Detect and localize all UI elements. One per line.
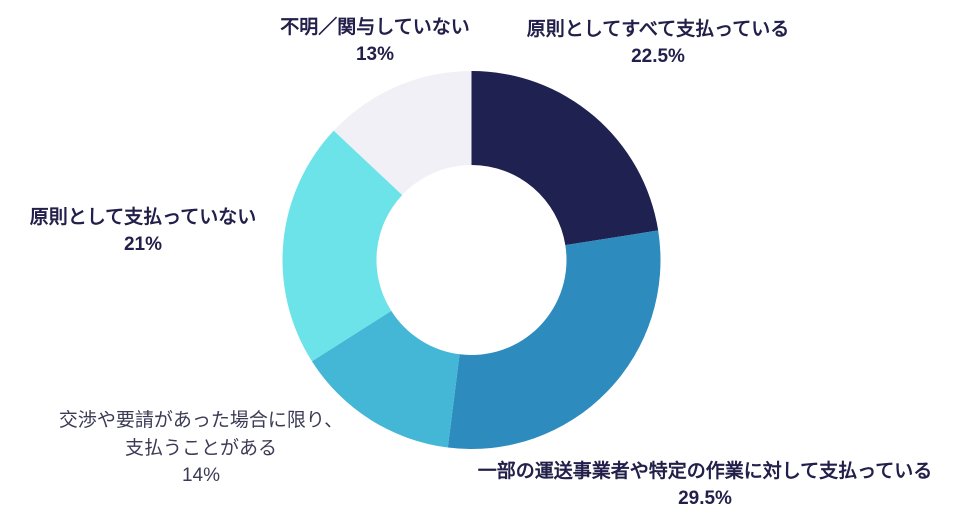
- donut-slice-2: [311, 310, 460, 448]
- label-partial-pay: 一部の運送事業者や特定の作業に対して支払っている 29.5%: [444, 458, 966, 512]
- donut-slice-3: [282, 130, 403, 362]
- label-all-pay-text: 原則としてすべて支払っている: [526, 18, 790, 40]
- label-negotiated: 交渉や要請があった場合に限り、 支払うことがある 14%: [40, 406, 362, 490]
- label-no-pay-text: 原則として支払っていない: [29, 206, 257, 228]
- label-unknown-text: 不明／関与していない: [280, 16, 470, 38]
- donut-slice-4: [333, 71, 472, 195]
- donut-slice-1: [447, 230, 661, 449]
- label-negotiated-pct: 14%: [181, 465, 221, 486]
- label-no-pay: 原則として支払っていない 21%: [12, 204, 274, 258]
- label-negotiated-line1: 交渉や要請があった場合に限り、: [58, 409, 344, 431]
- label-all-pay-pct: 22.5%: [631, 46, 685, 67]
- donut-slice-0: [471, 71, 659, 246]
- label-negotiated-line2: 支払うことがある: [124, 437, 277, 459]
- label-no-pay-pct: 21%: [123, 234, 163, 255]
- label-partial-pay-text: 一部の運送事業者や特定の作業に対して支払っている: [477, 460, 933, 482]
- label-unknown: 不明／関与していない 13%: [262, 14, 488, 68]
- label-unknown-pct: 13%: [355, 44, 395, 65]
- label-all-pay: 原則としてすべて支払っている 22.5%: [500, 16, 816, 70]
- label-partial-pay-pct: 29.5%: [678, 488, 732, 509]
